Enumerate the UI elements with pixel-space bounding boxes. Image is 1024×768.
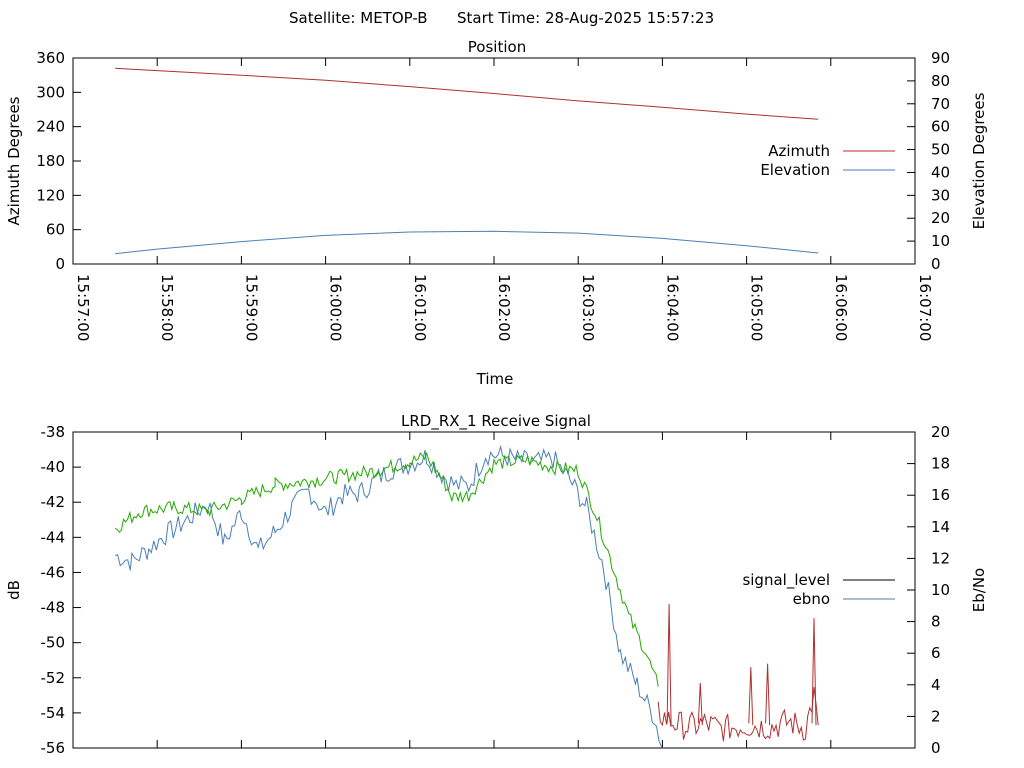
elevation-axis-label: Elevation Degrees	[970, 92, 988, 229]
position-time-tick-label: 16:05:00	[748, 274, 766, 341]
receive-signal-left-tick-label: -50	[41, 634, 66, 652]
receive-signal-plot-frame	[72, 431, 916, 749]
signal-level-spike	[697, 682, 703, 726]
position-left-axis: 0 60 120 180 240 300 360	[36, 49, 81, 273]
receive-signal-series	[114, 444, 819, 749]
position-right-tick-label: 0	[931, 255, 941, 273]
legend-elevation-label: Elevation	[760, 161, 830, 179]
position-right-tick-label: 80	[931, 72, 950, 90]
position-time-tick-label: 16:01:00	[411, 274, 429, 341]
position-right-tick-label: 10	[931, 232, 950, 250]
receive-signal-title: LRD_RX_1 Receive Signal	[401, 412, 591, 431]
receive-signal-right-tick-label: 4	[931, 676, 941, 694]
receive-signal-legend: signal_level ebno	[742, 571, 895, 608]
receive-signal-left-tick-label: -54	[41, 704, 66, 722]
position-time-tick-label: 15:59:00	[242, 274, 260, 341]
receive-signal-left-tick-label: -40	[41, 458, 66, 476]
receive-signal-right-tick-label: 6	[931, 644, 941, 662]
position-time-tick-label: 16:03:00	[579, 274, 597, 341]
receive-signal-left-tick-label: -38	[41, 423, 66, 441]
signal-level-spike	[765, 663, 771, 726]
position-time-tick-label: 16:07:00	[916, 274, 934, 341]
position-right-tick-label: 90	[931, 49, 950, 67]
time-axis-label: Time	[476, 370, 514, 388]
receive-signal-right-tick-label: 0	[931, 739, 941, 757]
position-left-tick-label: 180	[36, 152, 65, 170]
receive-signal-left-tick-label: -42	[41, 493, 66, 511]
ebno-line	[114, 444, 663, 749]
receive-signal-time-axis	[72, 432, 916, 748]
position-time-tick-label: 16:06:00	[832, 274, 850, 341]
position-right-axis: 0 10 20 30 40 50 60 70 80 90	[907, 49, 950, 273]
position-series	[115, 67, 819, 255]
receive-signal-chart: LRD_RX_1 Receive Signal -56-54-52-50-48-…	[5, 412, 988, 757]
receive-signal-right-axis: 0 2 4 6 8 10 12 14 16 18 20	[907, 423, 950, 757]
position-time-tick-label: 16:02:00	[495, 274, 513, 341]
signal-level-line	[114, 451, 659, 687]
receive-signal-right-tick-label: 20	[931, 423, 950, 441]
elevation-line	[115, 230, 819, 255]
receive-signal-right-tick-label: 8	[931, 613, 941, 631]
position-right-tick-label: 50	[931, 141, 950, 159]
position-chart: Position 0 60 120 180 240 300 360 0 10 20 30 40 50 6…	[5, 38, 988, 388]
receive-signal-right-tick-label: 2	[931, 707, 941, 725]
legend-ebno-label: ebno	[793, 590, 830, 608]
position-time-tick-label: 16:00:00	[327, 274, 345, 341]
receive-signal-left-tick-label: -52	[41, 669, 66, 687]
position-legend: Azimuth Elevation	[760, 142, 895, 179]
position-time-tick-label: 15:57:00	[74, 274, 92, 341]
position-left-tick-label: 120	[36, 186, 65, 204]
signal-level-spike	[748, 667, 754, 726]
receive-signal-right-tick-label: 12	[931, 549, 950, 567]
position-left-tick-label: 300	[36, 83, 65, 101]
position-left-tick-label: 240	[36, 118, 65, 136]
receive-signal-right-tick-label: 10	[931, 581, 950, 599]
position-right-tick-label: 40	[931, 163, 950, 181]
receive-signal-left-axis: -56 -54 -52 -50 -48 -46 -44 -42 -40 -38	[41, 423, 81, 757]
receive-signal-left-tick-label: -48	[41, 599, 66, 617]
receive-signal-right-tick-label: 18	[931, 455, 950, 473]
position-left-tick-label: 60	[46, 221, 65, 239]
legend-azimuth-label: Azimuth	[768, 142, 830, 160]
position-time-tick-label: 16:04:00	[663, 274, 681, 341]
receive-signal-left-tick-label: -46	[41, 563, 66, 581]
signal-level-spike	[811, 618, 817, 726]
start-time-label: Start Time: 28-Aug-2025 15:57:23	[457, 9, 714, 27]
receive-signal-left-tick-label: -56	[41, 739, 66, 757]
receive-signal-right-tick-label: 14	[931, 518, 950, 536]
db-axis-label: dB	[5, 580, 23, 600]
satellite-label: Satellite: METOP-B	[289, 9, 428, 27]
position-right-tick-label: 60	[931, 118, 950, 136]
azimuth-axis-label: Azimuth Degrees	[5, 96, 23, 225]
position-left-tick-label: 360	[36, 49, 65, 67]
azimuth-line	[115, 67, 819, 120]
signal-level-spike	[666, 603, 672, 726]
receive-signal-right-tick-label: 16	[931, 486, 950, 504]
legend-signal-level-label: signal_level	[742, 571, 830, 590]
position-time-axis: 15:57:00 15:58:00 15:59:00 16:00:00 16:01:00…	[72, 58, 934, 341]
ebno-axis-label: Eb/No	[970, 568, 988, 612]
position-left-tick-label: 0	[55, 255, 65, 273]
position-time-tick-label: 15:58:00	[158, 274, 176, 341]
position-right-tick-label: 30	[931, 186, 950, 204]
signal-level-line	[657, 687, 819, 742]
position-right-tick-label: 20	[931, 209, 950, 227]
position-chart-title: Position	[468, 38, 526, 56]
position-right-tick-label: 70	[931, 95, 950, 113]
receive-signal-left-tick-label: -44	[41, 528, 66, 546]
